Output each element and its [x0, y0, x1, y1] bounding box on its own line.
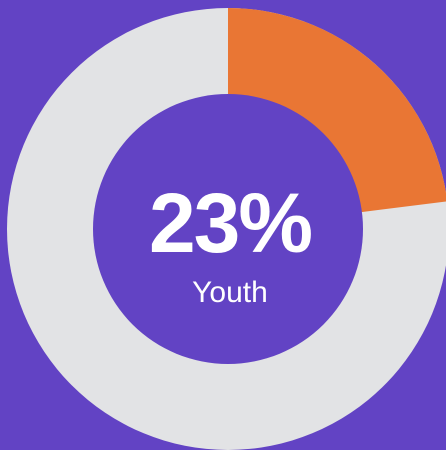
- category-label: Youth: [192, 276, 268, 309]
- value-label: 23%: [149, 176, 311, 270]
- donut: [7, 8, 446, 450]
- donut-hole: [93, 94, 363, 364]
